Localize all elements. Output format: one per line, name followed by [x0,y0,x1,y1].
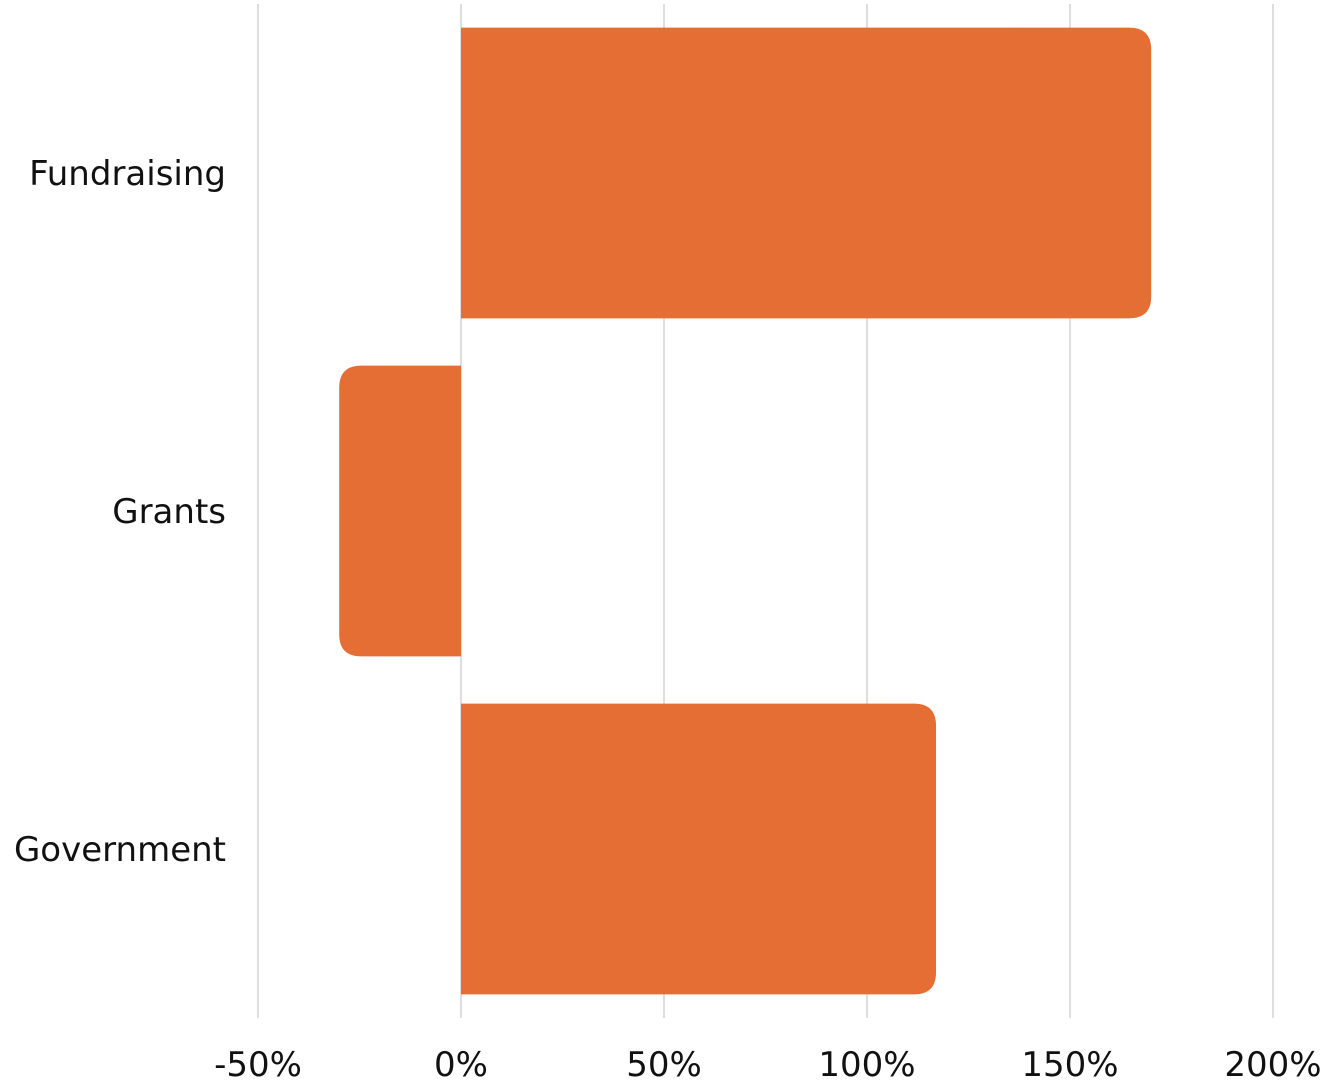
x-tick-label: -50% [214,1045,302,1085]
category-labels: Fundraising Grants Government [14,154,226,870]
x-tick-label: 150% [1021,1045,1118,1085]
x-tick-label: 50% [626,1045,702,1085]
x-tick-label: 100% [818,1045,915,1085]
bar-government [461,703,937,995]
category-label-fundraising: Fundraising [29,154,226,194]
x-tick-label: 200% [1224,1045,1321,1085]
x-tick-label: 0% [434,1045,488,1085]
bars [339,27,1152,995]
bar-grants [339,365,461,657]
category-label-government: Government [14,830,226,870]
category-label-grants: Grants [112,492,226,532]
bar-fundraising [461,27,1152,319]
x-axis-tick-labels: -50% 0% 50% 100% 150% 200% [214,1045,1322,1085]
